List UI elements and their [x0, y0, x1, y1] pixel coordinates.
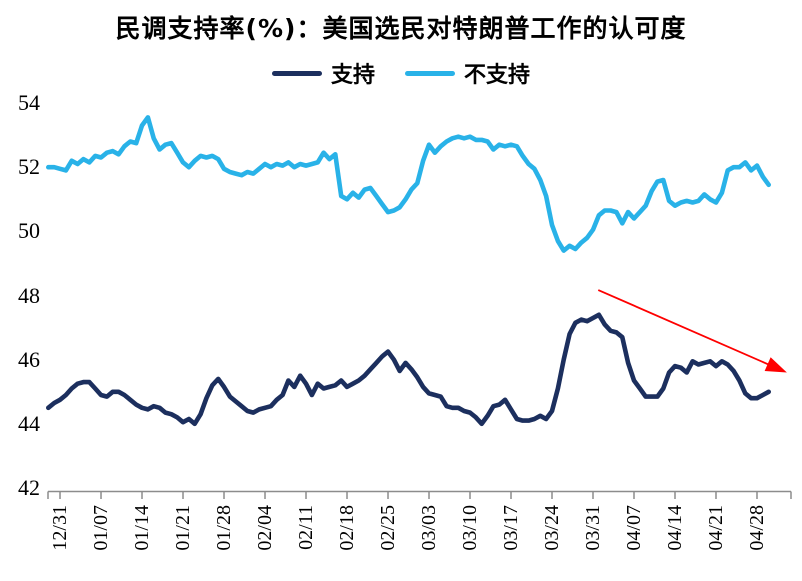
x-tick-label: 03/31 [582, 505, 604, 551]
legend-label-disapprove: 不支持 [464, 63, 531, 88]
x-tick-label: 01/28 [213, 505, 235, 551]
x-tick-label: 03/03 [418, 505, 440, 551]
x-tick-label: 02/04 [254, 505, 276, 551]
x-tick-label: 03/10 [459, 505, 481, 551]
disapprove-line-swatch [405, 70, 455, 76]
legend-item-approve: 支持 [271, 57, 375, 89]
x-tick-label: 12/31 [49, 505, 71, 551]
trend-arrow-line [597, 289, 770, 366]
x-tick-label: 01/21 [172, 505, 194, 551]
y-tick-label: 44 [18, 410, 40, 436]
chart-title: 民调支持率(%)：美国选民对特朗普工作的认可度 [115, 14, 687, 43]
y-tick-label: 48 [18, 282, 40, 308]
x-tick-label: 04/14 [663, 505, 686, 551]
x-tick-label: 03/24 [541, 505, 563, 551]
y-tick-label: 42 [18, 475, 40, 500]
x-tick-label: 02/25 [377, 505, 399, 551]
x-tick-label: 02/11 [295, 505, 317, 550]
x-tick-label: 04/28 [745, 505, 768, 551]
y-tick-label: 50 [18, 218, 40, 244]
y-tick-label: 54 [18, 90, 40, 115]
approve-line-swatch [271, 70, 322, 76]
legend: 支持 不支持 [0, 57, 802, 89]
x-tick-label: 04/21 [704, 505, 727, 551]
approval-line [45, 312, 772, 427]
x-tick-label: 03/17 [500, 505, 522, 551]
trend-arrow-head [764, 357, 787, 373]
y-tick-label: 52 [18, 154, 40, 180]
x-tick-label: 01/14 [131, 505, 153, 551]
y-tick-label: 46 [18, 346, 40, 372]
legend-label-approve: 支持 [330, 63, 375, 88]
x-tick-label: 02/18 [336, 505, 358, 551]
disapproval-line [45, 115, 772, 253]
legend-item-disapprove: 不支持 [405, 57, 530, 89]
x-tick-label: 04/07 [623, 505, 645, 551]
x-tick-label: 01/07 [90, 505, 112, 551]
